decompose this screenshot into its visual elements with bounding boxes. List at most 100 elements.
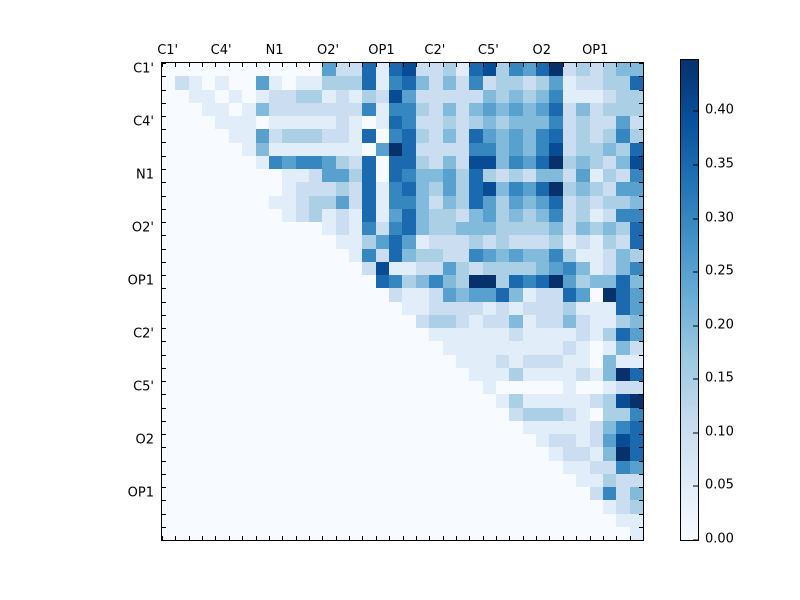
heatmap-cell (429, 89, 443, 103)
heatmap-cell (482, 142, 497, 156)
heatmap-cell (282, 367, 296, 381)
heatmap-cell (429, 155, 443, 169)
heatmap-cell (308, 473, 323, 487)
heatmap-cell (602, 500, 617, 514)
heatmap-cell (308, 314, 323, 328)
heatmap-cell (228, 169, 243, 183)
heatmap-cell (549, 526, 563, 540)
tick-mark (295, 536, 297, 540)
heatmap-cell (228, 116, 243, 130)
heatmap-cell (415, 513, 430, 527)
heatmap-cell (362, 248, 376, 262)
heatmap-cell (228, 63, 243, 77)
heatmap-cell (175, 447, 189, 461)
heatmap-cell (202, 407, 216, 421)
heatmap-cell (282, 473, 296, 487)
heatmap-cell (255, 208, 269, 222)
heatmap-cell (322, 261, 336, 275)
heatmap-cell (268, 420, 283, 434)
heatmap-cell (188, 473, 203, 487)
heatmap-cell (282, 248, 296, 262)
heatmap-cell (562, 367, 577, 381)
tick-mark (162, 155, 166, 157)
heatmap-axes (161, 62, 644, 541)
heatmap-cell (562, 460, 577, 474)
heatmap-cell (268, 328, 283, 342)
heatmap-cell (602, 235, 617, 249)
heatmap-cell (496, 288, 510, 302)
heatmap-cell (255, 314, 269, 328)
heatmap-cell (455, 76, 470, 90)
heatmap-cell (536, 341, 550, 355)
heatmap-cell (442, 381, 456, 395)
heatmap-cell (362, 301, 376, 315)
heatmap-cell (482, 63, 497, 77)
heatmap-cell (576, 301, 590, 315)
heatmap-cell (282, 301, 296, 315)
heatmap-cell (375, 89, 390, 103)
heatmap-cell (536, 354, 550, 368)
heatmap-cell (322, 89, 336, 103)
heatmap-cell (349, 222, 363, 236)
heatmap-cell (335, 142, 350, 156)
heatmap-cell (496, 102, 510, 116)
heatmap-cell (375, 420, 390, 434)
heatmap-cell (429, 447, 443, 461)
heatmap-cell (442, 63, 456, 77)
heatmap-cell (549, 195, 563, 209)
heatmap-cell (415, 248, 430, 262)
heatmap-cell (402, 288, 416, 302)
heatmap-cell (509, 394, 523, 408)
heatmap-cell (242, 367, 256, 381)
heatmap-cell (335, 460, 350, 474)
heatmap-cell (242, 195, 256, 209)
heatmap-cell (589, 420, 603, 434)
tick-mark (162, 288, 166, 290)
heatmap-cell (295, 142, 309, 156)
heatmap-cell (162, 129, 176, 143)
heatmap-cell (415, 288, 430, 302)
heatmap-cell (268, 301, 283, 315)
heatmap-cell (389, 314, 403, 328)
heatmap-cell (308, 328, 323, 342)
heatmap-cell (616, 314, 630, 328)
heatmap-cell (415, 434, 430, 448)
heatmap-cell (629, 381, 643, 395)
heatmap-cell (616, 222, 630, 236)
heatmap-cell (175, 341, 189, 355)
heatmap-cell (509, 367, 523, 381)
tick-mark (429, 63, 431, 67)
heatmap-cell (349, 341, 363, 355)
tick-mark (175, 63, 177, 67)
heatmap-cell (402, 354, 416, 368)
heatmap-cell (509, 328, 523, 342)
tick-mark (549, 536, 551, 540)
heatmap-cell (509, 63, 523, 77)
heatmap-cell (188, 487, 203, 501)
heatmap-cell (549, 102, 563, 116)
heatmap-cell (549, 63, 563, 77)
heatmap-cell (242, 63, 256, 77)
heatmap-cell (389, 341, 403, 355)
heatmap-cell (162, 235, 176, 249)
heatmap-cell (496, 526, 510, 540)
heatmap-cell (215, 63, 229, 77)
heatmap-cell (496, 381, 510, 395)
tick-mark (639, 301, 643, 303)
heatmap-cell (175, 288, 189, 302)
heatmap-cell (455, 526, 470, 540)
heatmap-cell (522, 76, 537, 90)
heatmap-cell (175, 526, 189, 540)
heatmap-cell (162, 526, 176, 540)
heatmap-cell (402, 208, 416, 222)
heatmap-cell (455, 235, 470, 249)
heatmap-cell (175, 155, 189, 169)
heatmap-cell (322, 341, 336, 355)
heatmap-cell (389, 63, 403, 77)
heatmap-cell (268, 434, 283, 448)
heatmap-cell (402, 116, 416, 130)
heatmap-cell (536, 169, 550, 183)
heatmap-cell (576, 407, 590, 421)
heatmap-cell (509, 129, 523, 143)
heatmap-cell (215, 235, 229, 249)
